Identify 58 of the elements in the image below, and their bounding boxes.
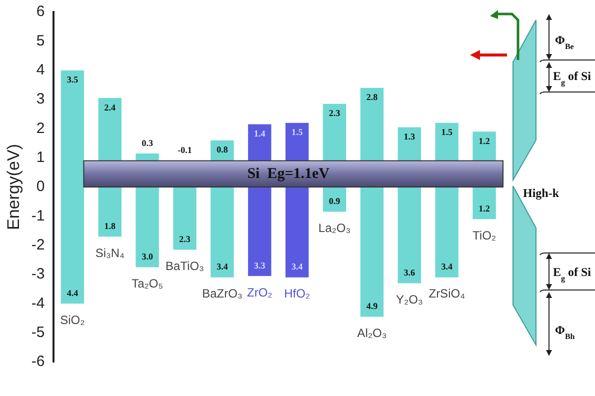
- annotation: 1.2: [478, 136, 490, 146]
- bar: [173, 187, 196, 250]
- y-tick-label: -1: [31, 207, 45, 224]
- y-tick-label: -5: [31, 324, 45, 341]
- annotation: 3.4: [291, 262, 304, 272]
- annotation: 3.0: [142, 252, 154, 262]
- y-tick-label: 4: [36, 61, 45, 78]
- text: E$_{g}$ of Si: [553, 265, 592, 282]
- annotation: 1.4: [254, 128, 266, 139]
- annotation: 0.9: [328, 196, 341, 206]
- y-tick-label: 2: [36, 120, 45, 137]
- x-tick-label: La₂O₃: [318, 221, 351, 236]
- annotation: 1.8: [104, 220, 116, 231]
- x-tick-label: Y₂O₃: [396, 292, 423, 307]
- annotation: 1.5: [441, 127, 453, 138]
- y-tick-label: 1: [36, 148, 45, 166]
- y-tick-label: 5: [36, 32, 45, 50]
- x-tick-label: HfO₂: [284, 286, 310, 301]
- text: Φ$_{Be}$: [555, 33, 574, 50]
- x-tick-label: Ta₂O₅: [132, 276, 164, 291]
- text: Φ$_{Bh}$: [555, 323, 576, 340]
- annotation: 3.4: [441, 262, 453, 272]
- annotation: 3.6: [404, 268, 416, 278]
- y-axis-title: Energy(eV): [4, 144, 23, 230]
- annotation: 1.2: [478, 203, 490, 214]
- y-tick-label: -4: [31, 294, 45, 312]
- annotation: 2.4: [104, 102, 116, 112]
- annotation: 0.8: [216, 144, 228, 155]
- y-tick-label: -2: [31, 236, 45, 254]
- y-tick-label: 0: [36, 178, 45, 196]
- annotation: 2.3: [328, 108, 341, 118]
- x-tick-label: ZrO₂: [246, 285, 273, 300]
- x-tick-label: BaZrO₃: [202, 286, 242, 301]
- y-tick-label: 6: [36, 3, 45, 20]
- annotation: 2.8: [366, 92, 378, 102]
- annotation: 4.9: [366, 301, 378, 312]
- x-tick-label: SiO₂: [60, 312, 86, 327]
- annotation: 1.3: [404, 132, 416, 142]
- bar: [60, 70, 84, 304]
- annotation: 2.3: [179, 234, 191, 244]
- x-tick-label: ZrSiO₄: [428, 286, 466, 301]
- annotation: 3.4: [216, 262, 228, 272]
- y-tick-label: -3: [31, 266, 45, 283]
- text: E$_{g}$ of Si: [553, 69, 592, 86]
- x-tick-label: BaTiO₃: [166, 259, 204, 274]
- x-tick-label: Si₃N₄: [95, 246, 125, 260]
- y-tick-label: -6: [31, 353, 45, 370]
- annotation: 3.5: [66, 74, 79, 85]
- annotation: -0.1: [178, 145, 192, 156]
- annotation: 0.3: [142, 138, 154, 148]
- annotation: 1.5: [291, 127, 304, 138]
- y-tick-label: 3: [36, 90, 45, 108]
- band-label: Si Eg=1.1eV: [247, 166, 330, 182]
- x-tick-label: Al₂O₃: [357, 326, 387, 340]
- text: High-k: [523, 186, 560, 200]
- annotation: 4.4: [66, 288, 79, 298]
- x-tick-label: TiO₂: [472, 228, 496, 242]
- annotation: 3.3: [254, 260, 266, 270]
